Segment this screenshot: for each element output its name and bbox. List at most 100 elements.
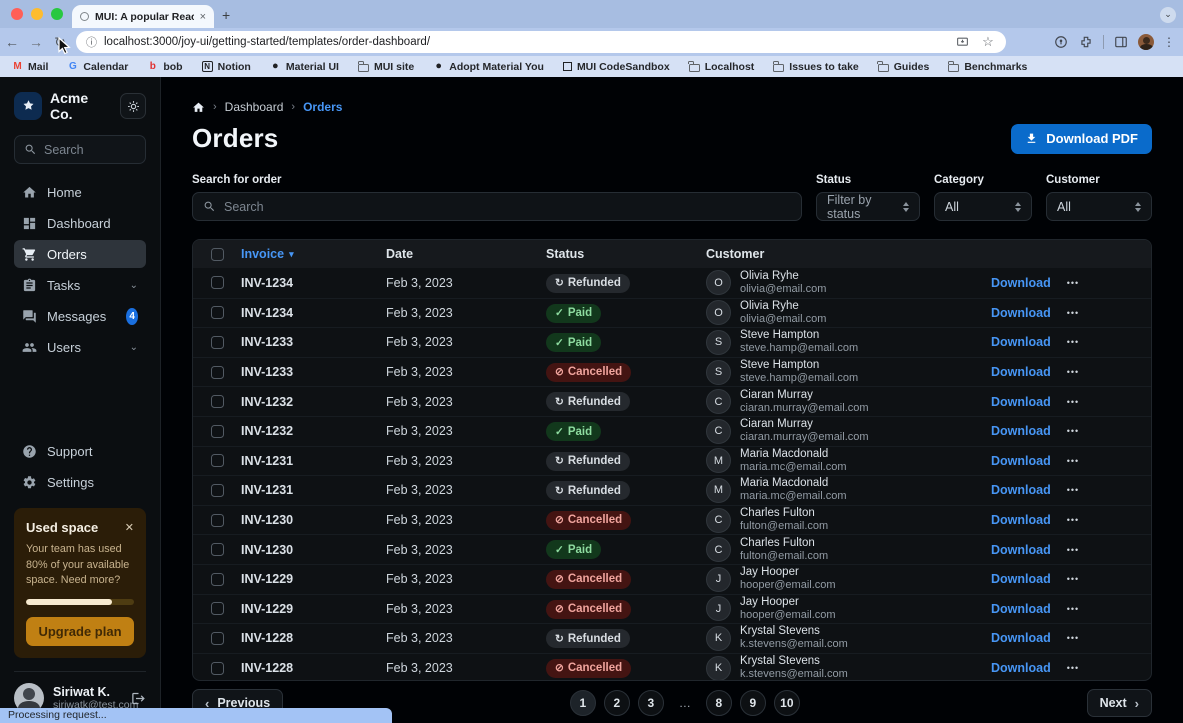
upgrade-plan-button[interactable]: Upgrade plan xyxy=(26,617,134,646)
select-all-checkbox[interactable] xyxy=(210,247,224,261)
row-checkbox[interactable] xyxy=(210,631,224,645)
row-checkbox[interactable] xyxy=(210,335,224,349)
row-checkbox[interactable] xyxy=(210,306,224,320)
page-button[interactable]: 8 xyxy=(705,690,732,716)
download-link[interactable]: Download xyxy=(991,275,1051,290)
download-link[interactable]: Download xyxy=(991,453,1051,468)
column-invoice[interactable]: Invoice ▾ xyxy=(241,247,294,261)
page-button[interactable]: 1 xyxy=(569,690,596,716)
bookmark-item[interactable]: Localhost xyxy=(688,61,754,73)
bookmark-item[interactable]: M Mail xyxy=(13,60,49,73)
breadcrumb-dashboard[interactable]: Dashboard xyxy=(224,100,284,114)
row-more-icon[interactable]: ••• xyxy=(1066,603,1080,614)
reload-icon[interactable]: ↻ xyxy=(54,33,66,50)
sidebar-item-home[interactable]: Home xyxy=(14,178,146,206)
sidebar-item-support[interactable]: Support xyxy=(14,437,146,465)
password-key-icon[interactable] xyxy=(1053,34,1069,50)
row-more-icon[interactable]: ••• xyxy=(1066,544,1080,555)
bookmark-item[interactable]: Guides xyxy=(877,61,929,73)
download-link[interactable]: Download xyxy=(991,631,1051,646)
row-checkbox[interactable] xyxy=(210,365,224,379)
download-link[interactable]: Download xyxy=(991,424,1051,439)
row-checkbox[interactable] xyxy=(210,572,224,586)
sidebar-item-users[interactable]: Users ⌄ xyxy=(14,333,146,361)
sidebar-item-dashboard[interactable]: Dashboard xyxy=(14,209,146,237)
bookmark-item[interactable]: MUI site xyxy=(357,61,414,73)
side-panel-icon[interactable] xyxy=(1113,34,1129,50)
sidebar-item-settings[interactable]: Settings xyxy=(14,468,146,496)
row-more-icon[interactable]: ••• xyxy=(1066,396,1080,407)
bookmark-item[interactable]: Issues to take xyxy=(772,61,859,73)
row-checkbox[interactable] xyxy=(210,276,224,290)
bookmark-item[interactable]: Benchmarks xyxy=(948,61,1027,73)
breadcrumb-orders[interactable]: Orders xyxy=(303,100,343,114)
sidebar-item-messages[interactable]: Messages 4 xyxy=(14,302,146,330)
row-checkbox[interactable] xyxy=(210,395,224,409)
tab-search-icon[interactable]: ⌄ xyxy=(1160,7,1176,23)
row-more-icon[interactable]: ••• xyxy=(1066,307,1080,318)
extensions-puzzle-icon[interactable] xyxy=(1078,34,1094,50)
download-link[interactable]: Download xyxy=(991,661,1051,676)
bookmark-item[interactable]: N Notion xyxy=(201,61,251,73)
status-filter-select[interactable]: Filter by status xyxy=(816,192,920,221)
profile-avatar[interactable] xyxy=(1138,34,1154,50)
theme-toggle-button[interactable] xyxy=(120,93,146,119)
site-info-icon[interactable]: ⓘ xyxy=(86,37,97,49)
next-page-button[interactable]: Next › xyxy=(1086,689,1152,717)
customer-filter-select[interactable]: All xyxy=(1046,192,1152,221)
browser-tab[interactable]: MUI: A popular React UI fram × xyxy=(72,5,214,28)
row-more-icon[interactable]: ••• xyxy=(1066,337,1080,348)
install-app-icon[interactable] xyxy=(954,34,970,50)
row-checkbox[interactable] xyxy=(210,424,224,438)
row-more-icon[interactable]: ••• xyxy=(1066,485,1080,496)
row-more-icon[interactable]: ••• xyxy=(1066,455,1080,466)
minimize-window-button[interactable] xyxy=(31,8,43,20)
row-checkbox[interactable] xyxy=(210,602,224,616)
order-search-input[interactable]: Search xyxy=(192,192,802,221)
tab-close-icon[interactable]: × xyxy=(199,10,206,23)
download-link[interactable]: Download xyxy=(991,513,1051,528)
row-checkbox[interactable] xyxy=(210,513,224,527)
sidebar-item-orders[interactable]: Orders xyxy=(14,240,146,268)
page-button[interactable]: … xyxy=(678,696,691,710)
bookmark-item[interactable]: G Calendar xyxy=(69,60,129,73)
sidebar-item-tasks[interactable]: Tasks ⌄ xyxy=(14,271,146,299)
download-link[interactable]: Download xyxy=(991,601,1051,616)
row-checkbox[interactable] xyxy=(210,483,224,497)
home-icon[interactable] xyxy=(192,101,205,114)
page-button[interactable]: 3 xyxy=(637,690,664,716)
page-button[interactable]: 9 xyxy=(739,690,766,716)
maximize-window-button[interactable] xyxy=(51,8,63,20)
row-checkbox[interactable] xyxy=(210,661,224,675)
category-filter-select[interactable]: All xyxy=(934,192,1032,221)
close-window-button[interactable] xyxy=(11,8,23,20)
download-link[interactable]: Download xyxy=(991,365,1051,380)
page-button[interactable]: 2 xyxy=(603,690,630,716)
browser-menu-icon[interactable]: ⋮ xyxy=(1163,35,1175,49)
forward-icon[interactable]: → xyxy=(29,34,43,50)
row-checkbox[interactable] xyxy=(210,543,224,557)
logout-icon[interactable] xyxy=(131,691,146,706)
bookmark-item[interactable]: ● Adopt Material You xyxy=(433,61,544,73)
download-link[interactable]: Download xyxy=(991,394,1051,409)
address-bar[interactable]: ⓘ localhost:3000/joy-ui/getting-started/… xyxy=(76,31,1006,53)
bookmark-star-icon[interactable]: ☆ xyxy=(982,34,994,49)
row-more-icon[interactable]: ••• xyxy=(1066,663,1080,674)
close-icon[interactable]: ✕ xyxy=(124,522,134,535)
download-link[interactable]: Download xyxy=(991,305,1051,320)
bookmark-item[interactable]: b bob xyxy=(147,61,183,73)
row-more-icon[interactable]: ••• xyxy=(1066,633,1080,644)
row-more-icon[interactable]: ••• xyxy=(1066,426,1080,437)
row-more-icon[interactable]: ••• xyxy=(1066,277,1080,288)
row-more-icon[interactable]: ••• xyxy=(1066,574,1080,585)
page-button[interactable]: 10 xyxy=(773,690,800,716)
download-link[interactable]: Download xyxy=(991,542,1051,557)
sidebar-search-input[interactable]: Search xyxy=(14,135,146,164)
row-checkbox[interactable] xyxy=(210,454,224,468)
new-tab-button[interactable]: + xyxy=(222,7,231,23)
row-more-icon[interactable]: ••• xyxy=(1066,367,1080,378)
bookmark-item[interactable]: MUI CodeSandbox xyxy=(562,61,670,73)
download-link[interactable]: Download xyxy=(991,335,1051,350)
download-link[interactable]: Download xyxy=(991,572,1051,587)
download-pdf-button[interactable]: Download PDF xyxy=(1011,123,1152,154)
